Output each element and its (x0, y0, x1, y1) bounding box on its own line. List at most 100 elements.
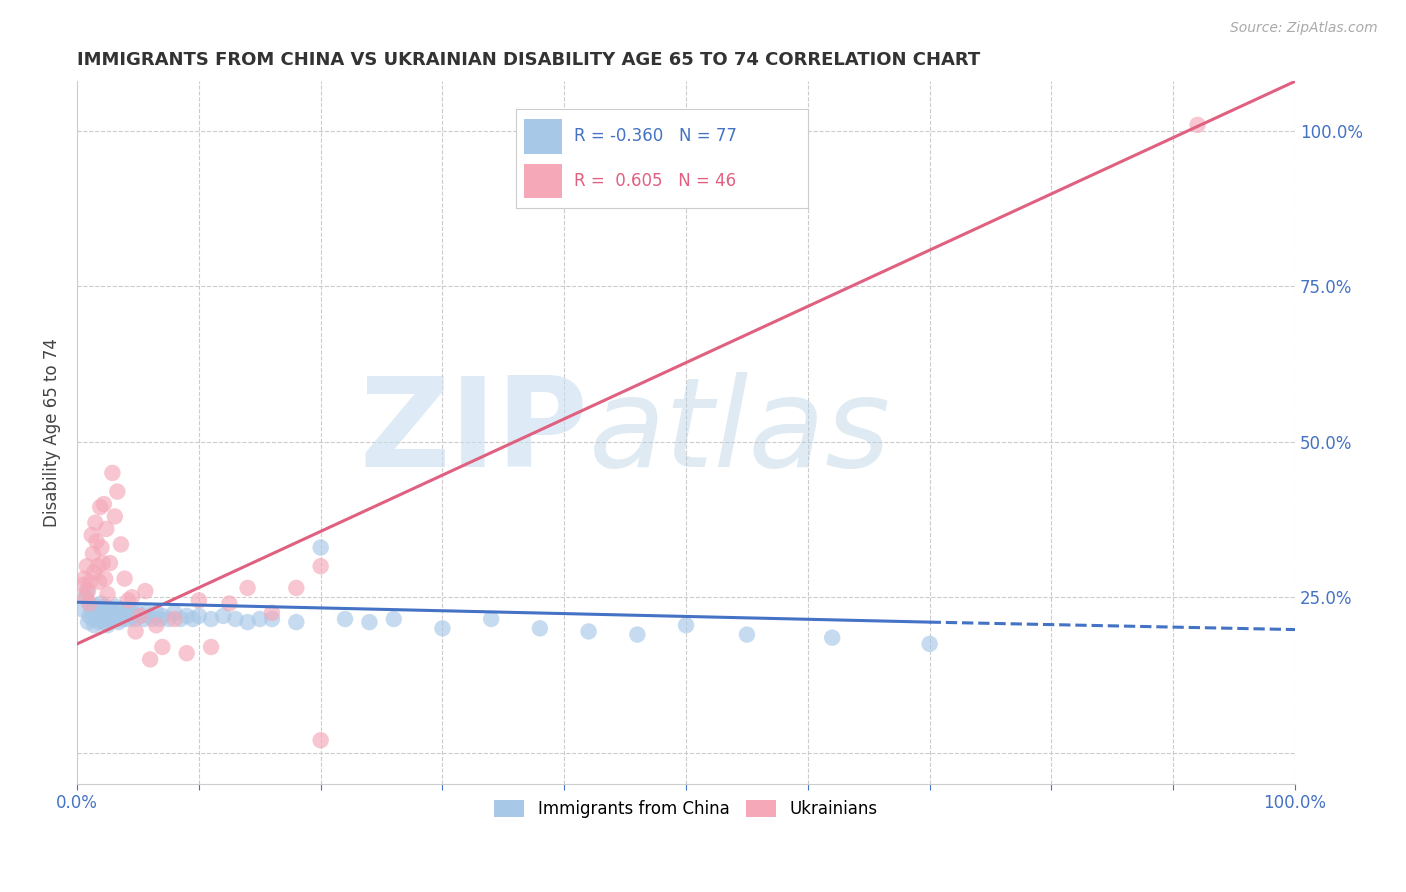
Point (626, 627, 648, 641)
Text: Source: ZipAtlas.com: Source: ZipAtlas.com (1230, 21, 1378, 35)
Point (110, 537, 132, 551)
Point (149, 612, 172, 626)
Point (112, 608, 135, 623)
Point (132, 612, 155, 626)
Point (200, 640, 222, 654)
Point (309, 733, 332, 747)
Point (218, 597, 240, 611)
Point (98, 603, 121, 617)
Point (104, 509, 127, 524)
Point (105, 484, 128, 499)
Text: ZIP: ZIP (360, 372, 589, 493)
Point (139, 608, 162, 623)
Point (94, 599, 117, 614)
Point (236, 581, 259, 595)
Point (104, 608, 127, 623)
Y-axis label: Disability Age 65 to 74: Disability Age 65 to 74 (44, 338, 60, 527)
Point (91, 556, 114, 570)
Point (87, 615, 110, 629)
Point (163, 606, 186, 620)
Point (77, 584, 100, 599)
Point (309, 559, 332, 574)
Point (127, 606, 149, 620)
Point (121, 608, 143, 623)
Point (236, 615, 259, 629)
Point (181, 612, 204, 626)
Point (93, 615, 115, 629)
Point (96, 606, 118, 620)
Point (79, 574, 101, 589)
Point (249, 612, 271, 626)
Legend: Immigrants from China, Ukrainians: Immigrants from China, Ukrainians (488, 793, 884, 824)
Point (145, 618, 167, 632)
Point (100, 612, 122, 626)
Point (129, 608, 152, 623)
Point (105, 612, 128, 626)
Point (150, 608, 173, 623)
Point (105, 599, 128, 614)
Point (90, 597, 112, 611)
Point (94, 572, 117, 586)
Point (121, 591, 143, 605)
Point (77, 597, 100, 611)
Point (98, 556, 121, 570)
Point (187, 608, 209, 623)
Point (76, 584, 98, 599)
Point (122, 606, 145, 620)
Point (96, 612, 118, 626)
Point (212, 608, 235, 623)
Point (82, 612, 104, 626)
Point (75, 591, 97, 605)
Point (87, 574, 110, 589)
Point (87, 603, 110, 617)
Point (479, 612, 502, 626)
Point (107, 615, 129, 629)
Point (114, 612, 136, 626)
Point (86, 534, 108, 549)
Point (157, 612, 180, 626)
Point (89, 612, 111, 626)
Point (129, 608, 152, 623)
Point (97, 608, 120, 623)
Point (285, 615, 308, 629)
Text: atlas: atlas (589, 372, 891, 493)
Point (96, 587, 118, 601)
Point (84, 516, 107, 530)
Point (82, 547, 104, 561)
Point (117, 603, 139, 617)
Point (285, 581, 308, 595)
Point (139, 652, 162, 666)
Point (163, 612, 186, 626)
Point (86, 599, 108, 614)
Point (1187, 118, 1209, 132)
Point (72, 603, 94, 617)
Point (83, 618, 105, 632)
Point (224, 612, 246, 626)
Point (169, 612, 191, 626)
Point (77, 597, 100, 611)
Point (333, 612, 356, 626)
Point (918, 637, 941, 651)
Point (96, 522, 118, 536)
Point (114, 606, 136, 620)
Point (117, 593, 139, 607)
Point (135, 606, 157, 620)
Point (75, 591, 97, 605)
Point (84, 606, 107, 620)
Point (90, 608, 112, 623)
Point (83, 566, 105, 580)
Point (87, 608, 110, 623)
Point (108, 606, 131, 620)
Point (382, 612, 405, 626)
Point (187, 593, 209, 607)
Point (735, 627, 758, 641)
Point (77, 608, 100, 623)
Point (176, 608, 198, 623)
Point (150, 640, 173, 654)
Point (145, 606, 167, 620)
Point (200, 612, 222, 626)
Point (87, 559, 110, 574)
Point (96, 618, 118, 632)
Point (91, 606, 114, 620)
Point (821, 631, 844, 645)
